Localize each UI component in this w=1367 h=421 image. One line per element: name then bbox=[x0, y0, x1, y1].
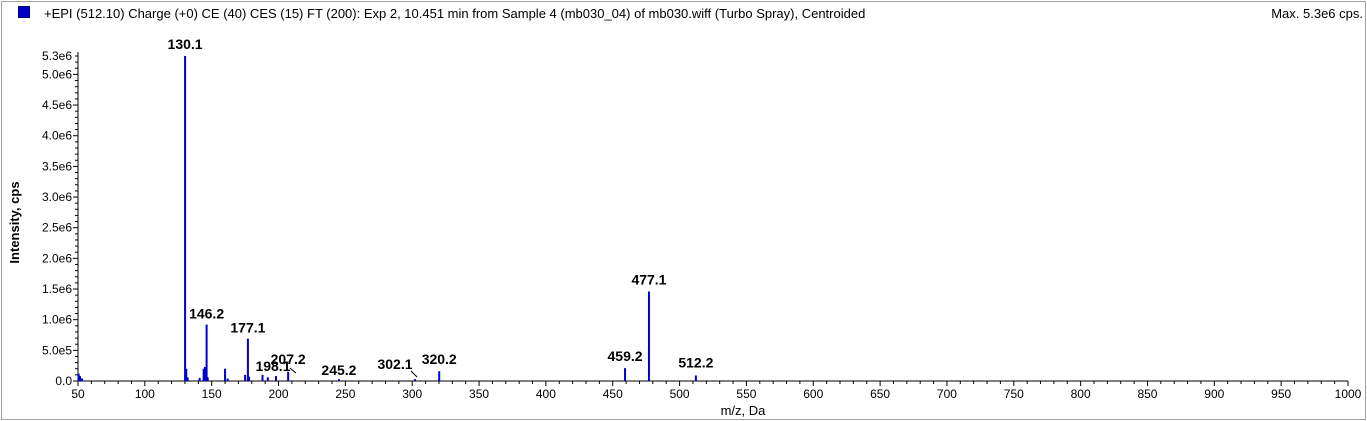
x-tick-label: 700 bbox=[937, 387, 957, 401]
series-legend-swatch[interactable] bbox=[18, 6, 30, 18]
x-tick-label: 200 bbox=[269, 387, 289, 401]
spectrum-peak bbox=[246, 338, 249, 381]
peak-label: 146.2 bbox=[189, 306, 224, 322]
x-tick-label: 100 bbox=[135, 387, 155, 401]
spectrum-peak bbox=[287, 371, 290, 381]
spectrum-peak bbox=[206, 377, 209, 381]
x-tick-label: 550 bbox=[736, 387, 756, 401]
x-tick-label: 250 bbox=[335, 387, 355, 401]
spectrum-peak bbox=[647, 291, 650, 381]
y-tick-label: 3.0e6 bbox=[42, 190, 72, 204]
y-tick-label: 2.0e6 bbox=[42, 251, 72, 265]
y-tick-label: 1.0e6 bbox=[42, 313, 72, 327]
x-tick-label: 500 bbox=[670, 387, 690, 401]
spectrum-peak bbox=[205, 324, 208, 381]
spectrum-peak bbox=[184, 56, 187, 381]
x-tick-label: 850 bbox=[1137, 387, 1157, 401]
peaks bbox=[77, 56, 697, 381]
spectrum-peak bbox=[226, 378, 229, 381]
spectrum-peak bbox=[81, 378, 84, 381]
x-tick-label: 150 bbox=[202, 387, 222, 401]
peak-label: 320.2 bbox=[422, 351, 457, 367]
x-tick-label: 750 bbox=[1004, 387, 1024, 401]
y-tick-label: 5.3e6 bbox=[42, 49, 72, 63]
x-tick-label: 450 bbox=[603, 387, 623, 401]
spectrum-peak bbox=[186, 377, 189, 381]
x-tick-label: 400 bbox=[536, 387, 556, 401]
peak-label-leader bbox=[289, 367, 297, 374]
spectrum-peak bbox=[79, 376, 82, 381]
spectrum-peak bbox=[694, 375, 697, 381]
y-tick-label: 1.5e6 bbox=[42, 282, 72, 296]
spectrum-peak bbox=[337, 379, 340, 381]
spectrum-title: +EPI (512.10) Charge (+0) CE (40) CES (1… bbox=[44, 6, 866, 21]
y-tick-label: 5.0e6 bbox=[42, 67, 72, 81]
spectrum-peak bbox=[198, 377, 201, 381]
axes: 50 100 150 200 250 300 350 400 450 500 550 600 650 70… bbox=[7, 49, 1362, 418]
x-tick-label: 800 bbox=[1071, 387, 1091, 401]
spectrum-peak bbox=[204, 366, 206, 381]
y-tick-label: 0.0 bbox=[55, 374, 72, 388]
x-tick-label: 950 bbox=[1271, 387, 1291, 401]
peak-label: 130.1 bbox=[168, 36, 203, 52]
x-tick-label: 50 bbox=[71, 387, 85, 401]
peak-label: 207.2 bbox=[271, 351, 306, 367]
peak-label: 245.2 bbox=[321, 362, 356, 378]
y-tick-label: 2.5e6 bbox=[42, 221, 72, 235]
x-axis-title: m/z, Da bbox=[721, 403, 767, 418]
x-tick-label: 350 bbox=[469, 387, 489, 401]
max-intensity-label: Max. 5.3e6 cps. bbox=[1271, 6, 1363, 21]
spectrum-peak bbox=[274, 376, 277, 381]
chart-header: +EPI (512.10) Charge (+0) CE (40) CES (1… bbox=[0, 0, 1367, 24]
x-tick-label: 650 bbox=[870, 387, 890, 401]
y-tick-label: 3.5e6 bbox=[42, 159, 72, 173]
spectrum-peak bbox=[624, 368, 627, 381]
peak-label-leader bbox=[410, 370, 418, 378]
peak-label: 177.1 bbox=[230, 320, 265, 336]
peak-label: 477.1 bbox=[631, 271, 666, 287]
spectrum-peak bbox=[248, 376, 251, 381]
peak-label: 198.1 bbox=[255, 358, 290, 374]
x-tick-label: 1000 bbox=[1335, 387, 1362, 401]
y-tick-label: 4.5e6 bbox=[42, 98, 72, 112]
spectrum-peak bbox=[185, 368, 188, 381]
x-tick-label: 900 bbox=[1204, 387, 1224, 401]
peak-label: 512.2 bbox=[678, 354, 713, 370]
spectrum-peak bbox=[266, 377, 269, 381]
spectrum-peak bbox=[244, 374, 247, 381]
spectrum-peak bbox=[438, 371, 441, 381]
peak-label: 459.2 bbox=[608, 348, 643, 364]
x-tick-label: 600 bbox=[803, 387, 823, 401]
spectrum-peak bbox=[261, 374, 264, 381]
peak-label: 302.1 bbox=[377, 356, 412, 372]
spectrum-peak bbox=[224, 368, 227, 381]
spectrum-peak bbox=[77, 373, 80, 381]
y-axis-title: Intensity, cps bbox=[7, 181, 22, 263]
spectrum-peak bbox=[414, 379, 417, 381]
y-tick-label: 5.0e5 bbox=[42, 343, 72, 357]
spectrum-peak bbox=[202, 368, 205, 381]
x-tick-label: 300 bbox=[402, 387, 422, 401]
y-tick-label: 4.0e6 bbox=[42, 129, 72, 143]
